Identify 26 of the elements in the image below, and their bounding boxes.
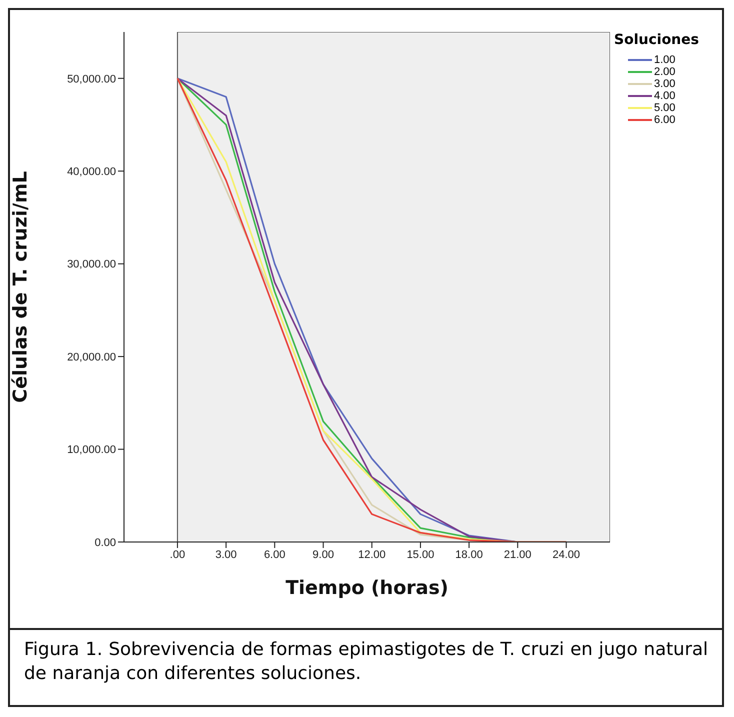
- text: Figura 1. Sobrevivencia de formas epimastigotes de T. cruzi en jugo natural de naranja con diferentes soluciones.: [24, 638, 708, 686]
- y-tick-label: 40,000.00: [67, 166, 116, 178]
- line-series: [176, 78, 568, 542]
- x-tick-label: 21.00: [504, 548, 532, 561]
- x-tick-label: 3.00: [215, 548, 237, 561]
- y-tick-label: 10,000.00: [67, 444, 116, 456]
- legend-label: 5.00: [654, 102, 676, 114]
- x-tick-label: .00: [170, 548, 186, 561]
- x-tick-label: 24.00: [552, 548, 580, 561]
- legend-label: 3.00: [654, 78, 676, 90]
- x-tick-label: 9.00: [312, 548, 334, 561]
- y-tick-label: 30,000.00: [67, 258, 116, 271]
- y-axis-title: Células de T. cruzi/mL: [10, 171, 32, 403]
- legend-title: Soluciones: [614, 32, 700, 48]
- x-tick-label: 6.00: [264, 548, 286, 561]
- y-tick-label: 50,000.00: [67, 73, 116, 86]
- legend-label: 1.00: [654, 54, 676, 66]
- x-tick-label: 15.00: [406, 548, 434, 561]
- x-axis-title: Tiempo (horas): [286, 577, 448, 599]
- y-tick-label: 0.00: [94, 536, 116, 549]
- x-tick-label: 12.00: [358, 548, 386, 561]
- legend-label: 6.00: [654, 114, 676, 126]
- y-tick-label: 20,000.00: [67, 351, 116, 364]
- x-tick-label: 18.00: [455, 548, 483, 561]
- legend-label: 4.00: [654, 90, 676, 102]
- legend-label: 2.00: [654, 66, 676, 78]
